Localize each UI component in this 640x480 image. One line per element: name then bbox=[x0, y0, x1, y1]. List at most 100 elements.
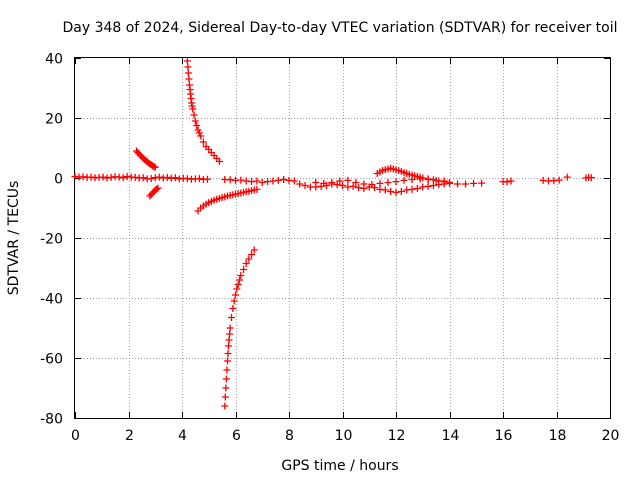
data-point bbox=[381, 186, 389, 194]
x-tick-label: 10 bbox=[335, 428, 353, 444]
data-point bbox=[320, 179, 328, 187]
data-point bbox=[222, 384, 230, 392]
data-point bbox=[229, 305, 237, 312]
series-group bbox=[221, 176, 486, 196]
data-point bbox=[312, 179, 320, 186]
data-point bbox=[184, 69, 192, 77]
data-point bbox=[339, 182, 346, 189]
x-tick-label: 6 bbox=[232, 428, 241, 444]
data-point bbox=[199, 138, 207, 146]
data-point bbox=[250, 246, 258, 254]
data-point bbox=[424, 182, 432, 190]
data-point bbox=[400, 176, 408, 184]
data-point bbox=[344, 176, 352, 184]
data-point bbox=[233, 285, 241, 293]
data-point bbox=[230, 297, 238, 305]
data-point bbox=[195, 175, 203, 183]
data-point bbox=[424, 175, 432, 183]
data-point bbox=[349, 182, 357, 190]
data-point bbox=[147, 175, 155, 183]
data-point bbox=[274, 176, 282, 184]
data-point bbox=[190, 111, 198, 119]
data-point bbox=[203, 175, 211, 183]
data-point bbox=[296, 180, 304, 188]
y-tick-label: -80 bbox=[40, 412, 63, 428]
data-point bbox=[194, 126, 202, 134]
data-point bbox=[503, 178, 511, 186]
x-tick-label: 0 bbox=[71, 428, 80, 444]
data-point bbox=[429, 176, 437, 184]
data-point bbox=[301, 182, 309, 189]
data-point bbox=[237, 272, 245, 279]
data-point bbox=[240, 266, 248, 273]
series-group bbox=[194, 185, 261, 215]
data-point bbox=[183, 57, 191, 65]
data-points bbox=[71, 57, 595, 410]
data-point bbox=[507, 177, 515, 185]
data-point bbox=[221, 393, 229, 401]
data-point bbox=[368, 181, 376, 189]
data-point bbox=[227, 314, 235, 321]
data-point bbox=[328, 179, 336, 186]
y-tick-label: -20 bbox=[40, 232, 63, 248]
axis-ticks: 0 2 4 6 8 10 12 14 16 18 20 40 20 0 -20 -40 -60 -80 bbox=[40, 52, 619, 445]
data-point bbox=[237, 176, 245, 184]
series-group bbox=[221, 246, 258, 410]
x-tick-label: 4 bbox=[178, 428, 187, 444]
data-point bbox=[333, 181, 341, 189]
data-point bbox=[392, 178, 400, 186]
data-point bbox=[185, 75, 193, 83]
y-tick-label: -60 bbox=[40, 352, 63, 368]
data-point bbox=[253, 177, 261, 185]
data-point bbox=[184, 63, 192, 71]
data-point bbox=[408, 185, 416, 193]
data-point bbox=[191, 117, 199, 125]
data-point bbox=[280, 176, 288, 183]
data-point bbox=[336, 177, 344, 185]
x-tick-label: 8 bbox=[285, 428, 294, 444]
data-point bbox=[435, 177, 443, 185]
plot-frame bbox=[74, 57, 611, 419]
data-point bbox=[225, 336, 233, 344]
data-point bbox=[119, 174, 127, 182]
data-point bbox=[224, 350, 232, 357]
data-point bbox=[248, 251, 256, 258]
series-group bbox=[133, 147, 159, 171]
data-point bbox=[232, 291, 239, 299]
series-group bbox=[71, 173, 211, 183]
y-tick-label: -40 bbox=[40, 292, 63, 308]
data-point bbox=[197, 132, 205, 140]
data-point bbox=[223, 366, 231, 374]
data-point bbox=[171, 174, 179, 182]
data-point bbox=[478, 179, 486, 187]
data-point bbox=[189, 105, 197, 113]
data-point bbox=[419, 174, 427, 182]
data-point bbox=[470, 179, 478, 187]
data-point bbox=[387, 188, 395, 195]
y-tick-label: 0 bbox=[54, 172, 63, 188]
data-point bbox=[151, 163, 159, 171]
data-point bbox=[355, 184, 363, 192]
data-point bbox=[245, 255, 253, 263]
data-point bbox=[360, 180, 368, 188]
data-point bbox=[193, 122, 201, 129]
data-point bbox=[242, 260, 250, 267]
data-point bbox=[222, 375, 230, 383]
x-axis-label: GPS time / hours bbox=[281, 458, 398, 474]
data-point bbox=[155, 173, 163, 181]
data-point bbox=[462, 180, 470, 188]
series-group bbox=[183, 57, 223, 165]
data-point bbox=[392, 188, 400, 196]
x-tick-label: 18 bbox=[549, 428, 567, 444]
data-point bbox=[153, 185, 161, 193]
x-tick-label: 2 bbox=[125, 428, 134, 444]
data-point bbox=[234, 281, 242, 288]
data-point bbox=[376, 179, 384, 187]
series-group bbox=[146, 184, 162, 200]
data-point bbox=[587, 174, 595, 182]
data-point bbox=[221, 402, 229, 410]
chart-title: Day 348 of 2024, Sidereal Day-to-day VTE… bbox=[62, 20, 617, 36]
data-point bbox=[225, 342, 233, 350]
data-point bbox=[352, 179, 360, 186]
